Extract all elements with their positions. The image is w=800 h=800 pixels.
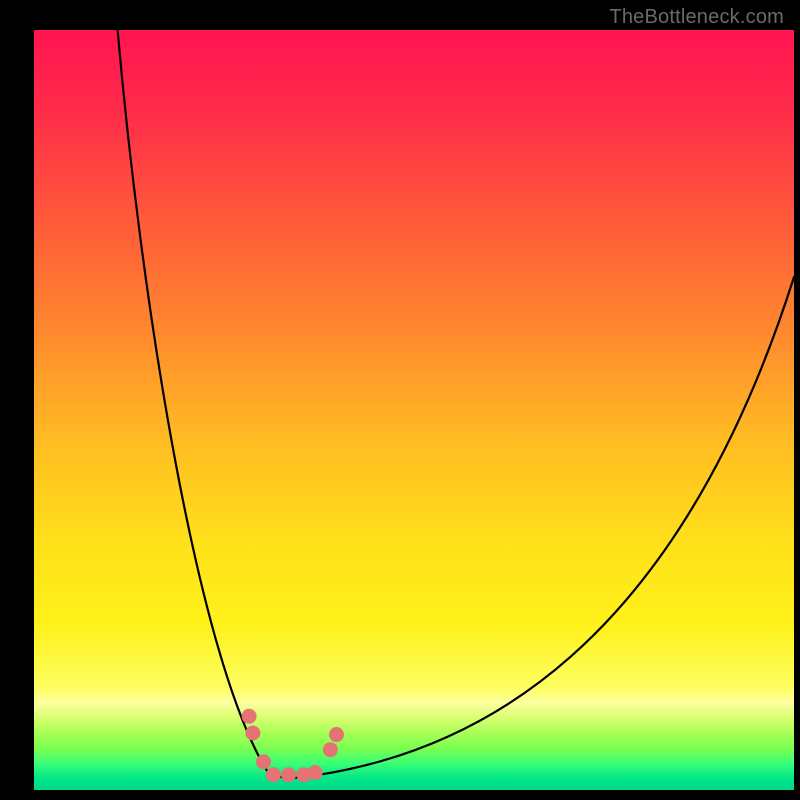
plot-background [34, 30, 794, 790]
trough-marker [323, 743, 337, 757]
trough-marker [246, 726, 260, 740]
outer-frame: TheBottleneck.com [0, 0, 800, 800]
trough-marker [308, 766, 322, 780]
trough-marker [266, 768, 280, 782]
trough-marker [257, 755, 271, 769]
trough-marker [329, 728, 343, 742]
trough-marker [282, 768, 296, 782]
bottleneck-chart [0, 0, 800, 800]
trough-marker [242, 709, 256, 723]
watermark-text: TheBottleneck.com [609, 6, 784, 29]
